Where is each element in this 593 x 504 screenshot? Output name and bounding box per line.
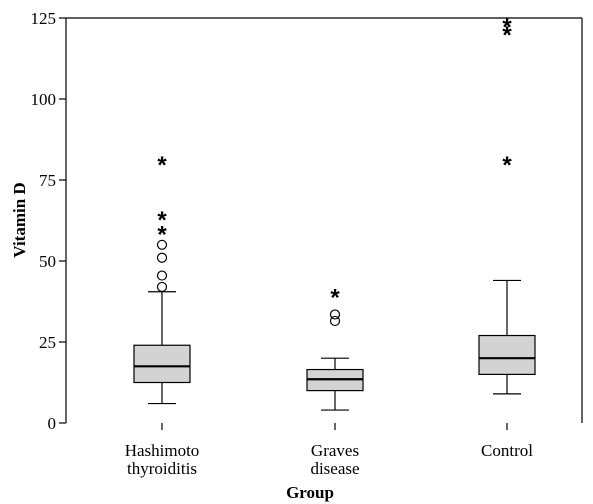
y-tick-label: 25 [39,333,56,352]
x-category-label: Hashimoto [125,441,200,460]
outlier-star: * [502,152,512,179]
outlier-star: * [502,22,512,49]
outlier-circle [329,309,341,320]
y-tick-label: 125 [31,9,57,28]
outlier-circle [329,315,341,327]
outlier-star: * [502,14,512,41]
x-category-label: Graves [311,441,359,460]
x-category-label: Control [481,441,533,460]
outlier-star: * [157,152,167,179]
outlier-circle [156,239,168,250]
y-axis-title: Vitamin D [10,182,29,257]
x-category-label: disease [310,459,359,478]
outlier-star: * [330,285,340,312]
box [478,334,536,375]
box [133,344,191,384]
outlier-circle [156,270,168,281]
y-tick-label: 0 [48,414,57,433]
outlier-star: * [157,221,167,248]
y-tick-label: 50 [39,252,56,271]
x-category-label: thyroiditis [127,459,197,478]
y-tick-label: 100 [31,90,57,109]
outlier-circle [156,252,168,263]
outlier-circle [156,281,168,293]
y-tick-label: 75 [39,171,56,190]
x-axis-title: Group [286,483,334,502]
outlier-star: * [157,207,167,234]
